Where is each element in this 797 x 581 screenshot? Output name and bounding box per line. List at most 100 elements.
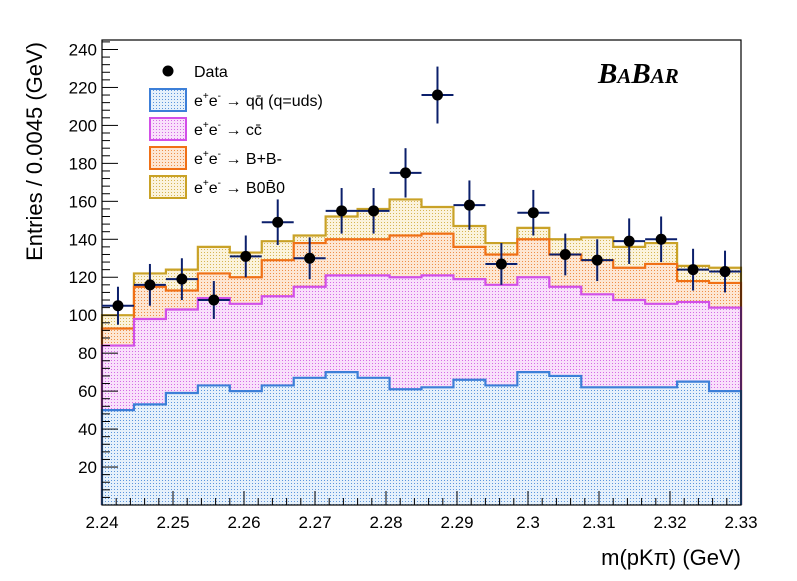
data-marker	[208, 294, 220, 306]
legend-label: e+e- → cc̄	[194, 120, 262, 139]
data-point-11	[453, 180, 486, 230]
data-marker	[112, 300, 124, 312]
x-axis-title: m(pKπ) (GeV)	[601, 545, 741, 570]
histogram-outline-0	[100, 371, 743, 505]
histogram-bin-0-17	[645, 387, 678, 505]
legend: Data e+e- → qq̄ (q=uds) e+e- → cc̄ e+e- → B…	[149, 64, 323, 199]
stacked-histograms	[100, 198, 743, 506]
histogram-series-0	[100, 371, 743, 505]
data-marker	[336, 205, 348, 217]
y-tick-label: 240	[69, 40, 97, 59]
y-tick-label: 220	[69, 78, 97, 97]
data-marker	[431, 89, 443, 101]
histogram-outline-1	[100, 274, 743, 505]
data-marker	[559, 248, 571, 260]
histogram-bin-0-3	[197, 385, 230, 505]
data-marker	[272, 216, 284, 228]
data-point-7	[325, 188, 358, 234]
data-point-5	[261, 199, 294, 245]
data-marker	[655, 233, 667, 245]
legend-label: e+e- → qq̄ (q=uds)	[194, 91, 323, 110]
x-tick-label: 2.32	[653, 513, 686, 532]
data-point-1	[133, 263, 166, 306]
x-tick-label: 2.28	[369, 513, 402, 532]
legend-entry-0: Data	[162, 64, 228, 81]
data-marker	[400, 167, 412, 179]
histogram-bin-0-5	[261, 385, 294, 505]
data-marker	[240, 250, 252, 262]
histogram-bin-0-2	[165, 393, 198, 505]
data-point-13	[517, 189, 550, 236]
legend-swatch	[149, 88, 187, 112]
y-axis-title: Entries / 0.0045 (GeV)	[22, 42, 47, 261]
legend-entry-1: e+e- → qq̄ (q=uds)	[149, 88, 323, 112]
histogram-bin-0-0	[102, 410, 134, 505]
histogram-bin-0-10	[421, 387, 454, 505]
y-tick-label: 160	[69, 192, 97, 211]
y-tick-label: 180	[69, 154, 97, 173]
data-marker	[463, 199, 475, 211]
data-point-18	[677, 248, 710, 291]
legend-label: e+e- → B+B-	[194, 149, 282, 168]
x-tick-label: 2.26	[227, 513, 260, 532]
data-marker	[527, 207, 539, 219]
histogram-bin-0-16	[613, 387, 646, 505]
data-marker	[495, 258, 507, 270]
histogram-bin-0-1	[133, 404, 166, 505]
data-marker	[144, 279, 156, 291]
labels: BABAR m(pKπ) (GeV) Entries / 0.0045 (GeV…	[22, 42, 741, 570]
y-tick-label: 20	[78, 458, 97, 477]
data-point-0	[102, 286, 134, 325]
data-marker	[368, 205, 380, 217]
legend-label: e+e- → B0B̄0	[194, 178, 285, 197]
x-tick-label: 2.29	[440, 513, 473, 532]
data-point-3	[197, 281, 230, 319]
y-tick-label: 40	[78, 420, 97, 439]
histogram-bin-0-18	[677, 381, 710, 505]
y-tick-label: 140	[69, 230, 97, 249]
data-point-12	[485, 243, 518, 285]
data-point-17	[645, 216, 678, 263]
legend-swatch	[149, 117, 187, 141]
data-marker	[687, 264, 699, 276]
y-tick-label: 100	[69, 306, 97, 325]
legend-entry-2: e+e- → cc̄	[149, 117, 262, 141]
histogram-bin-0-7	[325, 372, 358, 505]
legend-entry-3: e+e- → B+B-	[149, 146, 282, 170]
experiment-label: BABAR	[597, 58, 679, 90]
data-point-2	[165, 258, 198, 301]
data-points	[102, 66, 741, 325]
data-point-16	[613, 218, 646, 264]
data-point-9	[389, 148, 422, 198]
histogram-bin-0-4	[229, 391, 262, 505]
y-tick-label: 120	[69, 268, 97, 287]
histogram-bin-0-6	[293, 377, 326, 505]
histogram-bin-0-14	[549, 375, 582, 505]
histogram-bin-0-13	[517, 372, 550, 505]
x-tick-label: 2.3	[516, 513, 540, 532]
x-tick-label: 2.33	[724, 513, 757, 532]
histogram-bin-0-15	[581, 387, 614, 505]
histogram-bin-0-12	[485, 385, 518, 505]
x-tick-label: 2.27	[298, 513, 331, 532]
data-point-8	[357, 188, 390, 234]
legend-swatch	[149, 146, 187, 170]
histogram-bin-0-11	[453, 379, 486, 505]
data-point-6	[293, 237, 326, 280]
legend-label: Data	[194, 64, 228, 81]
y-tick-label: 60	[78, 382, 97, 401]
y-tick-label: 200	[69, 116, 97, 135]
axes: 2.24 2.25 2.26 2.27 2.28 2.29 2.3 2.31 2.32 2.33 2…	[69, 39, 758, 532]
data-marker	[591, 254, 603, 266]
data-marker	[719, 266, 731, 278]
legend-swatch	[149, 175, 187, 199]
x-tick-label: 2.24	[85, 513, 118, 532]
data-marker	[623, 235, 635, 247]
legend-entry-4: e+e- → B0B̄0	[149, 175, 285, 199]
histogram-outline-3	[100, 198, 743, 505]
x-tick-label: 2.31	[582, 513, 615, 532]
data-point-15	[581, 239, 614, 282]
histogram-bin-0-9	[389, 389, 422, 505]
data-point-4	[229, 235, 262, 278]
